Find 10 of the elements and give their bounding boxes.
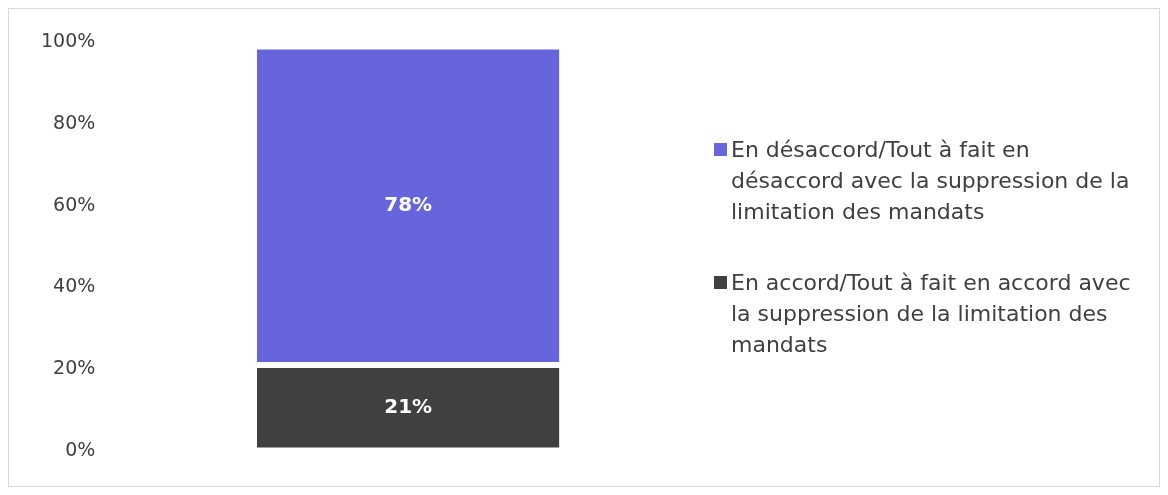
- y-tick-label: 80%: [53, 110, 96, 133]
- y-tick-label: 60%: [53, 192, 96, 215]
- data-label: 78%: [384, 191, 433, 216]
- y-tick-label: 40%: [53, 274, 96, 297]
- data-label: 21%: [384, 393, 433, 418]
- legend-label: En désaccord/Tout à fait en désaccord avec la suppression de la limitation des mandats: [731, 135, 1131, 226]
- y-tick-label: 100%: [40, 29, 96, 52]
- y-tick-label: 20%: [53, 355, 96, 378]
- y-tick-label: 0%: [65, 437, 96, 460]
- legend-label: En accord/Tout à fait en accord avec la suppression de la limitation des mandats: [731, 268, 1132, 359]
